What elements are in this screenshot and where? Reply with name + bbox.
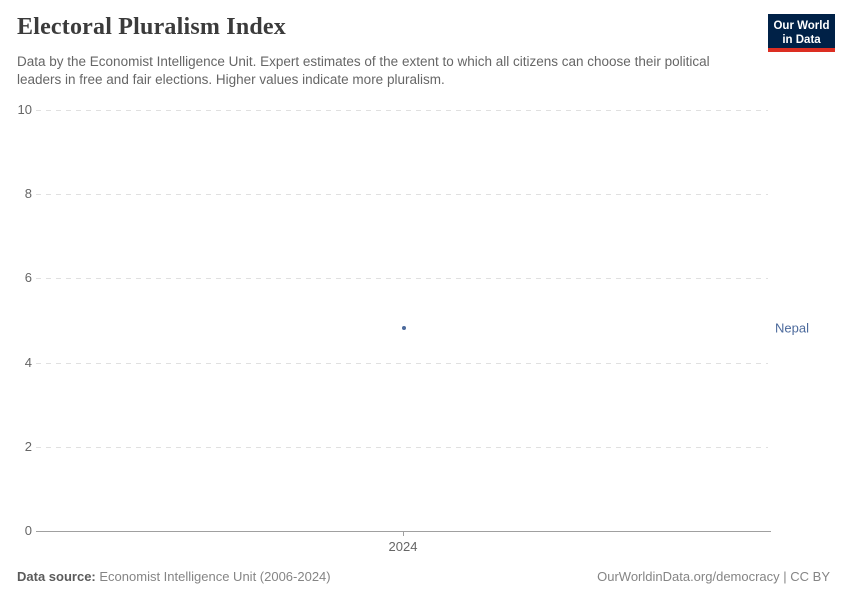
chart-footer: Data source: Economist Intelligence Unit… [17, 569, 830, 584]
x-tick-mark-2024 [403, 531, 404, 536]
data-point-nepal[interactable] [401, 325, 406, 330]
y-tick-label-8: 8 [24, 186, 32, 202]
credit-link[interactable]: OurWorldinData.org/democracy | CC BY [597, 569, 830, 584]
gridline-y-8 [36, 194, 768, 196]
page-title: Electoral Pluralism Index [17, 14, 286, 40]
y-tick-label-2: 2 [24, 438, 32, 454]
entity-label-nepal[interactable]: Nepal [775, 320, 809, 336]
y-tick-label-0: 0 [24, 523, 32, 538]
data-source-note: Data source: Economist Intelligence Unit… [17, 569, 331, 584]
gridline-y-6 [36, 278, 768, 280]
y-tick-label-10: 10 [17, 102, 32, 117]
chart-subtitle: Data by the Economist Intelligence Unit.… [17, 54, 710, 87]
x-tick-label-2024: 2024 [388, 539, 418, 554]
gridline-y-2 [36, 446, 768, 448]
gridline-y-10 [36, 110, 768, 111]
owid-logo-line1: Our World [773, 20, 830, 32]
owid-logo[interactable]: Our World in Data [768, 14, 835, 52]
data-source-label: Data source: [17, 569, 96, 584]
y-tick-label-4: 4 [24, 354, 32, 370]
gridline-y-4 [36, 362, 768, 364]
data-source-value: Economist Intelligence Unit (2006-2024) [99, 569, 331, 584]
owid-logo-line2: in Data [782, 34, 821, 47]
y-tick-label-6: 6 [24, 270, 32, 286]
